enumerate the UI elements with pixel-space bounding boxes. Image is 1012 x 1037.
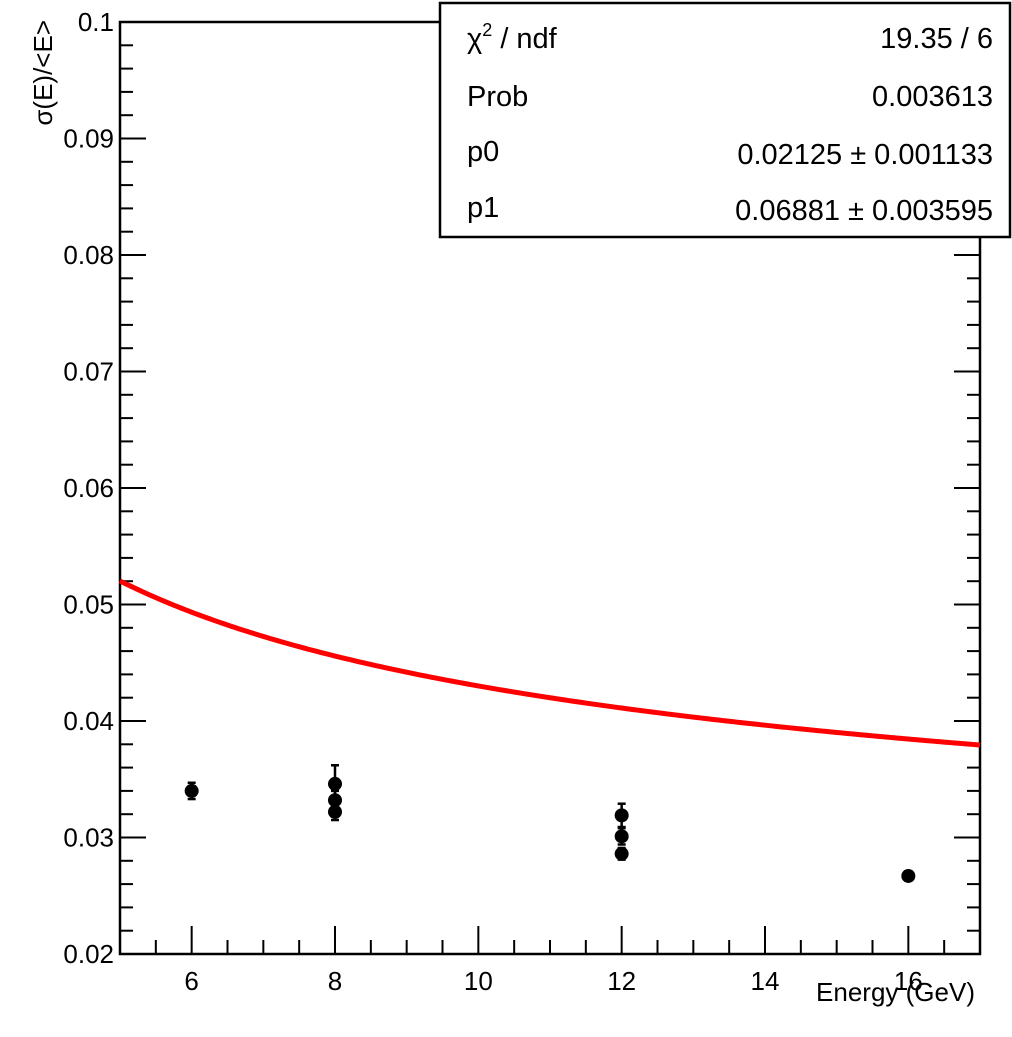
data-point [328,776,342,791]
data-point [901,868,916,883]
stats-chi2-label: χ2 / ndf [467,20,558,55]
data-points [184,764,916,883]
y-tick-label: 0.08 [63,240,114,270]
y-tick-label: 0.02 [63,939,114,969]
x-tick-label: 8 [328,966,342,996]
fit-stats-box: χ2 / ndf 19.35 / 6 Prob 0.003613 p0 0.02… [438,1,1012,239]
y-tick-label: 0.1 [78,7,114,37]
y-tick-label: 0.06 [63,473,114,503]
x-tick-label: 12 [607,966,636,996]
y-tick-label: 0.07 [63,357,114,387]
x-tick-label: 14 [751,966,780,996]
y-tick-label: 0.03 [63,823,114,853]
stats-prob-value: 0.003613 [872,81,993,113]
data-point [614,829,629,844]
stats-p1-value: 0.06881 ± 0.003595 [735,195,993,227]
x-tick-label: 10 [464,966,493,996]
y-tick-label: 0.05 [63,590,114,620]
stats-p1-label: p1 [467,192,499,224]
stats-chi2-value: 19.35 / 6 [880,23,993,55]
y-tick-label: 0.04 [63,706,114,736]
fit-curve [118,578,981,748]
x-tick-label: 6 [184,966,198,996]
stats-prob-label: Prob [467,81,528,113]
data-point [614,846,629,861]
x-axis-title: Energy (GeV) [816,977,975,1007]
stats-p0-value: 0.02125 ± 0.001133 [737,139,993,171]
data-point [328,804,342,819]
y-axis: 0.02 0.03 0.04 0.05 0.06 0.07 0.08 0.09 0.1 [63,7,980,969]
x-axis: 6 8 10 12 14 16 [119,926,981,996]
x-tick-label: 16 [894,966,923,996]
data-point [614,808,629,823]
y-tick-label: 0.09 [63,124,114,154]
stats-box-frame [438,1,1012,239]
y-axis-title: σ(E)/<E> [28,20,58,126]
data-point [184,783,199,798]
stats-p0-label: p0 [467,136,499,168]
